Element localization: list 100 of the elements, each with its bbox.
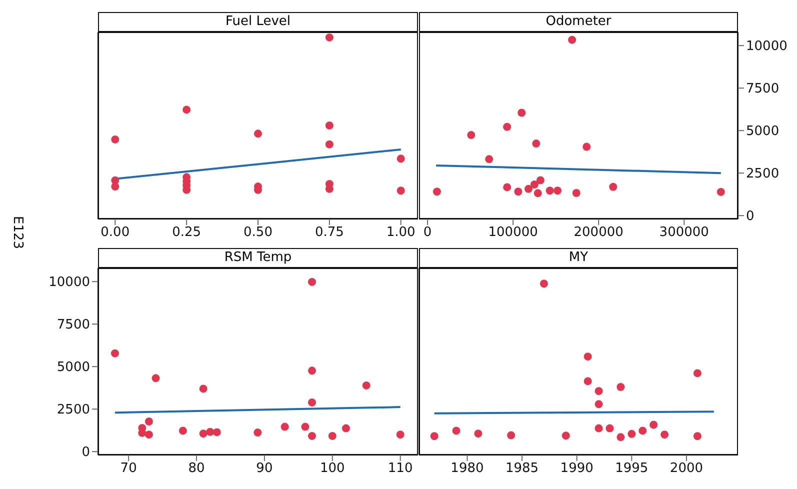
chart-title: Odometer bbox=[419, 12, 738, 32]
x-tick-label: 2000 bbox=[670, 461, 704, 476]
point bbox=[628, 430, 636, 438]
point bbox=[254, 428, 262, 437]
x-tick-label: 80 bbox=[188, 461, 205, 476]
x-tick-label: 0.00 bbox=[100, 225, 130, 240]
point bbox=[432, 188, 441, 196]
x-tick-label: 100 bbox=[320, 461, 345, 476]
point bbox=[693, 369, 702, 378]
point bbox=[530, 180, 538, 188]
point bbox=[650, 420, 658, 429]
point bbox=[325, 33, 334, 42]
point bbox=[594, 424, 603, 432]
point bbox=[308, 432, 316, 440]
point bbox=[606, 424, 614, 432]
y-tick-label: 10000 bbox=[48, 275, 90, 290]
point bbox=[507, 431, 516, 440]
x-tick-label: 70 bbox=[120, 461, 137, 476]
x-tick-label: 200000 bbox=[574, 225, 624, 240]
point bbox=[328, 432, 336, 440]
point bbox=[536, 176, 544, 184]
x-tick-label: 0 bbox=[423, 225, 432, 240]
point bbox=[396, 430, 404, 439]
point bbox=[308, 398, 316, 406]
point bbox=[206, 428, 214, 436]
point bbox=[616, 433, 625, 442]
point bbox=[474, 430, 482, 438]
point bbox=[638, 426, 647, 435]
point bbox=[572, 188, 580, 197]
x-tick-label: 0.50 bbox=[244, 225, 272, 240]
point bbox=[212, 428, 221, 436]
point bbox=[582, 142, 591, 151]
y-tick-label: 7500 bbox=[56, 318, 90, 333]
point bbox=[594, 400, 603, 408]
y-tick-label: 7500 bbox=[746, 82, 780, 97]
chart-title: RSM Temp bbox=[98, 248, 418, 268]
point bbox=[485, 155, 494, 164]
y-tick-label: 5000 bbox=[56, 360, 90, 376]
point bbox=[396, 186, 405, 195]
point bbox=[524, 184, 532, 193]
point bbox=[144, 430, 153, 439]
x-tick-label: 1980 bbox=[450, 461, 484, 476]
point bbox=[514, 188, 522, 196]
chart-title: Fuel Level bbox=[98, 12, 418, 32]
point bbox=[182, 106, 191, 114]
y-tick-label: 10000 bbox=[746, 39, 788, 54]
y-tick-label: 0 bbox=[746, 209, 754, 224]
point bbox=[693, 432, 702, 440]
point bbox=[301, 422, 310, 431]
point bbox=[546, 186, 554, 195]
x-tick-label: 300000 bbox=[659, 225, 709, 240]
point bbox=[325, 122, 334, 130]
point bbox=[609, 182, 618, 191]
point bbox=[308, 278, 316, 286]
y-tick-label: 0 bbox=[82, 445, 90, 460]
point bbox=[518, 108, 526, 117]
point bbox=[584, 377, 592, 386]
point bbox=[716, 188, 725, 196]
x-tick-label: 110 bbox=[388, 461, 413, 476]
x-tick-label: 100000 bbox=[488, 225, 538, 240]
point bbox=[396, 154, 405, 163]
point bbox=[254, 130, 262, 138]
point bbox=[534, 189, 542, 198]
point bbox=[660, 430, 669, 439]
point bbox=[503, 122, 512, 131]
point bbox=[342, 424, 350, 432]
y-axis-title: E123 bbox=[10, 216, 25, 250]
point bbox=[503, 183, 512, 192]
point bbox=[111, 135, 120, 144]
y-tick-label: 5000 bbox=[746, 124, 780, 140]
point bbox=[554, 186, 562, 195]
point bbox=[562, 432, 570, 440]
point bbox=[111, 182, 120, 191]
point bbox=[430, 432, 438, 440]
point bbox=[178, 426, 187, 435]
x-tick-label: 1.00 bbox=[386, 225, 416, 240]
x-tick-label: 0.75 bbox=[314, 225, 344, 240]
x-tick-label: 0.25 bbox=[172, 225, 202, 240]
point bbox=[362, 381, 370, 390]
point bbox=[144, 418, 153, 426]
point bbox=[110, 349, 119, 358]
point bbox=[325, 140, 334, 148]
point bbox=[568, 36, 576, 44]
x-tick-label: 1985 bbox=[506, 461, 539, 476]
x-tick-label: 90 bbox=[256, 461, 273, 476]
point bbox=[616, 383, 625, 391]
point bbox=[540, 280, 548, 288]
point bbox=[467, 131, 476, 140]
y-tick-label: 2500 bbox=[56, 402, 90, 418]
point bbox=[584, 352, 592, 361]
x-tick-label: 1990 bbox=[560, 461, 594, 476]
point bbox=[532, 140, 540, 148]
point bbox=[452, 426, 460, 435]
point bbox=[199, 430, 208, 438]
point bbox=[199, 384, 208, 393]
point bbox=[308, 366, 316, 375]
point bbox=[280, 422, 289, 431]
chart-title: MY bbox=[419, 248, 738, 268]
x-tick-label: 1995 bbox=[615, 461, 648, 476]
point bbox=[594, 387, 603, 396]
